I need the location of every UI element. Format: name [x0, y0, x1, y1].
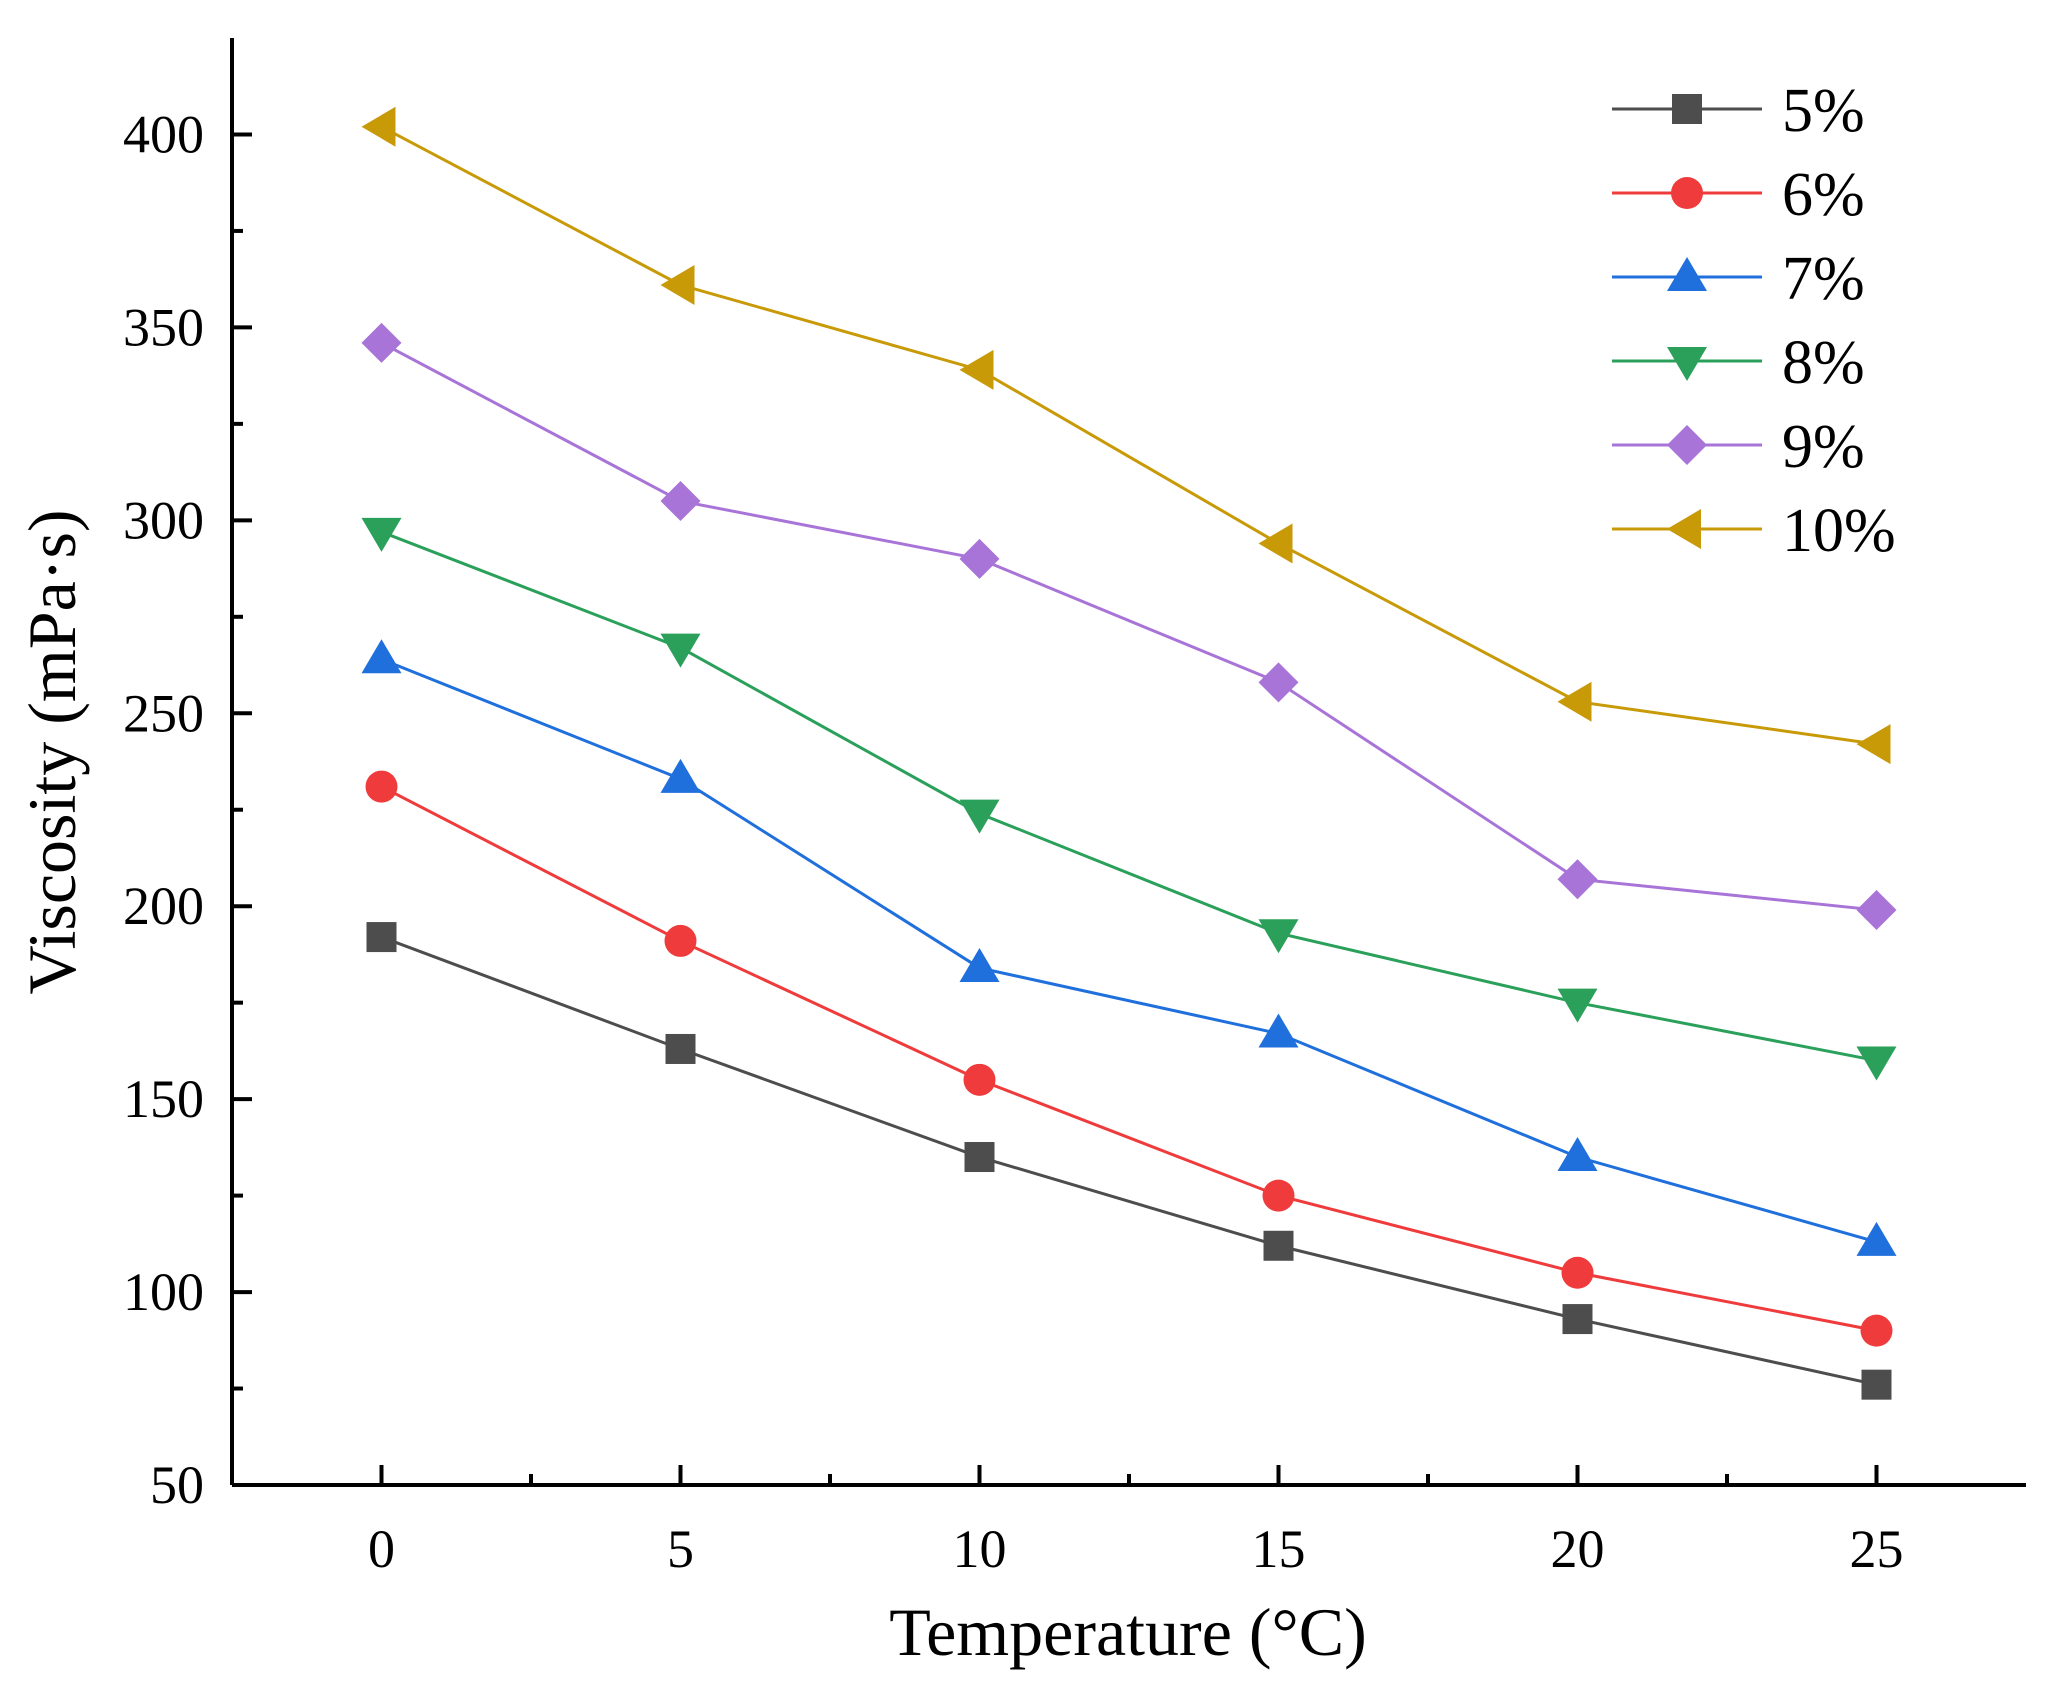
data-point [1557, 681, 1592, 722]
series-line [380, 530, 1877, 1063]
legend-label: 6% [1782, 161, 1865, 229]
data-point [1258, 1013, 1299, 1048]
legend-label: 10% [1782, 497, 1896, 565]
x-tick-label: 0 [368, 1519, 395, 1579]
x-tick-label: 10 [953, 1519, 1007, 1579]
series-line [380, 125, 1877, 746]
series-4 [361, 517, 1897, 1081]
legend-marker [1672, 94, 1702, 124]
data-point [959, 538, 1000, 579]
legend-marker [1667, 257, 1707, 291]
legend-label: 8% [1782, 329, 1865, 397]
data-point [1856, 1046, 1897, 1081]
data-point [1557, 859, 1598, 900]
data-point [1263, 1230, 1294, 1261]
data-point [1557, 988, 1598, 1023]
data-point [361, 106, 396, 147]
data-point [959, 349, 994, 390]
legend-entry: 6% [1612, 161, 1865, 229]
legend-label: 5% [1782, 77, 1865, 145]
data-point [1561, 1256, 1594, 1289]
x-tick-label: 25 [1850, 1519, 1904, 1579]
series-6 [361, 106, 1891, 765]
data-point [1258, 662, 1299, 703]
data-point [1861, 1369, 1892, 1400]
series-3 [361, 639, 1897, 1256]
data-point [660, 633, 701, 668]
legend-marker [1667, 425, 1707, 465]
y-tick-label: 150 [123, 1069, 204, 1129]
series-line [380, 657, 1877, 1244]
x-axis-title: Temperature (°C) [889, 1594, 1366, 1670]
legend: 5% 6% 7% 8% 9% 10% [1612, 77, 1896, 565]
axes [230, 38, 2026, 1487]
y-tick-label: 250 [123, 683, 204, 743]
series-line [380, 785, 1877, 1333]
y-axis-ticks: 50 100 150 200 250 300 350 400 [123, 104, 252, 1515]
legend-entry: 8% [1612, 329, 1865, 397]
legend-marker [1671, 177, 1703, 209]
series-line [380, 341, 1877, 912]
legend-entry: 9% [1612, 413, 1865, 481]
data-point [361, 322, 402, 363]
data-point [366, 922, 397, 953]
legend-marker [1667, 347, 1707, 381]
y-tick-label: 200 [123, 876, 204, 936]
legend-label: 9% [1782, 413, 1865, 481]
data-point [1258, 523, 1293, 564]
y-tick-label: 400 [123, 104, 204, 164]
data-point [1856, 1221, 1897, 1256]
y-tick-label: 100 [123, 1262, 204, 1322]
y-tick-label: 300 [123, 490, 204, 550]
data-point [665, 1033, 696, 1064]
series-2 [365, 770, 1893, 1347]
x-tick-label: 5 [667, 1519, 694, 1579]
legend-marker [1667, 509, 1701, 549]
data-point [660, 481, 701, 522]
data-point [361, 639, 402, 674]
data-point [964, 1142, 995, 1173]
data-point [1557, 1137, 1598, 1172]
x-tick-label: 15 [1252, 1519, 1306, 1579]
x-tick-label: 20 [1551, 1519, 1605, 1579]
legend-entry: 5% [1612, 77, 1865, 145]
series-1 [366, 922, 1892, 1400]
y-tick-label: 350 [123, 297, 204, 357]
legend-entry: 7% [1612, 245, 1865, 313]
data-point [365, 770, 398, 803]
data-point [1262, 1179, 1295, 1212]
data-point [361, 517, 402, 552]
data-point [1856, 890, 1897, 931]
data-point [1258, 919, 1299, 954]
legend-label: 7% [1782, 245, 1865, 313]
y-tick-label: 50 [150, 1455, 204, 1515]
data-point [959, 947, 1000, 982]
data-point [1860, 1314, 1893, 1347]
legend-entry: 10% [1612, 497, 1896, 565]
data-point [1856, 724, 1891, 765]
x-axis-ticks: 0 5 10 15 20 25 [368, 1465, 1904, 1579]
data-point [660, 758, 701, 793]
y-axis-title: Viscosity (mPa·s) [14, 509, 90, 994]
data-point [664, 924, 697, 957]
data-point [1562, 1304, 1593, 1335]
series-line [380, 935, 1877, 1387]
plot-series [361, 106, 1897, 1400]
series-5 [361, 322, 1897, 931]
data-point [660, 264, 695, 305]
data-point [963, 1063, 996, 1096]
data-point [959, 799, 1000, 834]
